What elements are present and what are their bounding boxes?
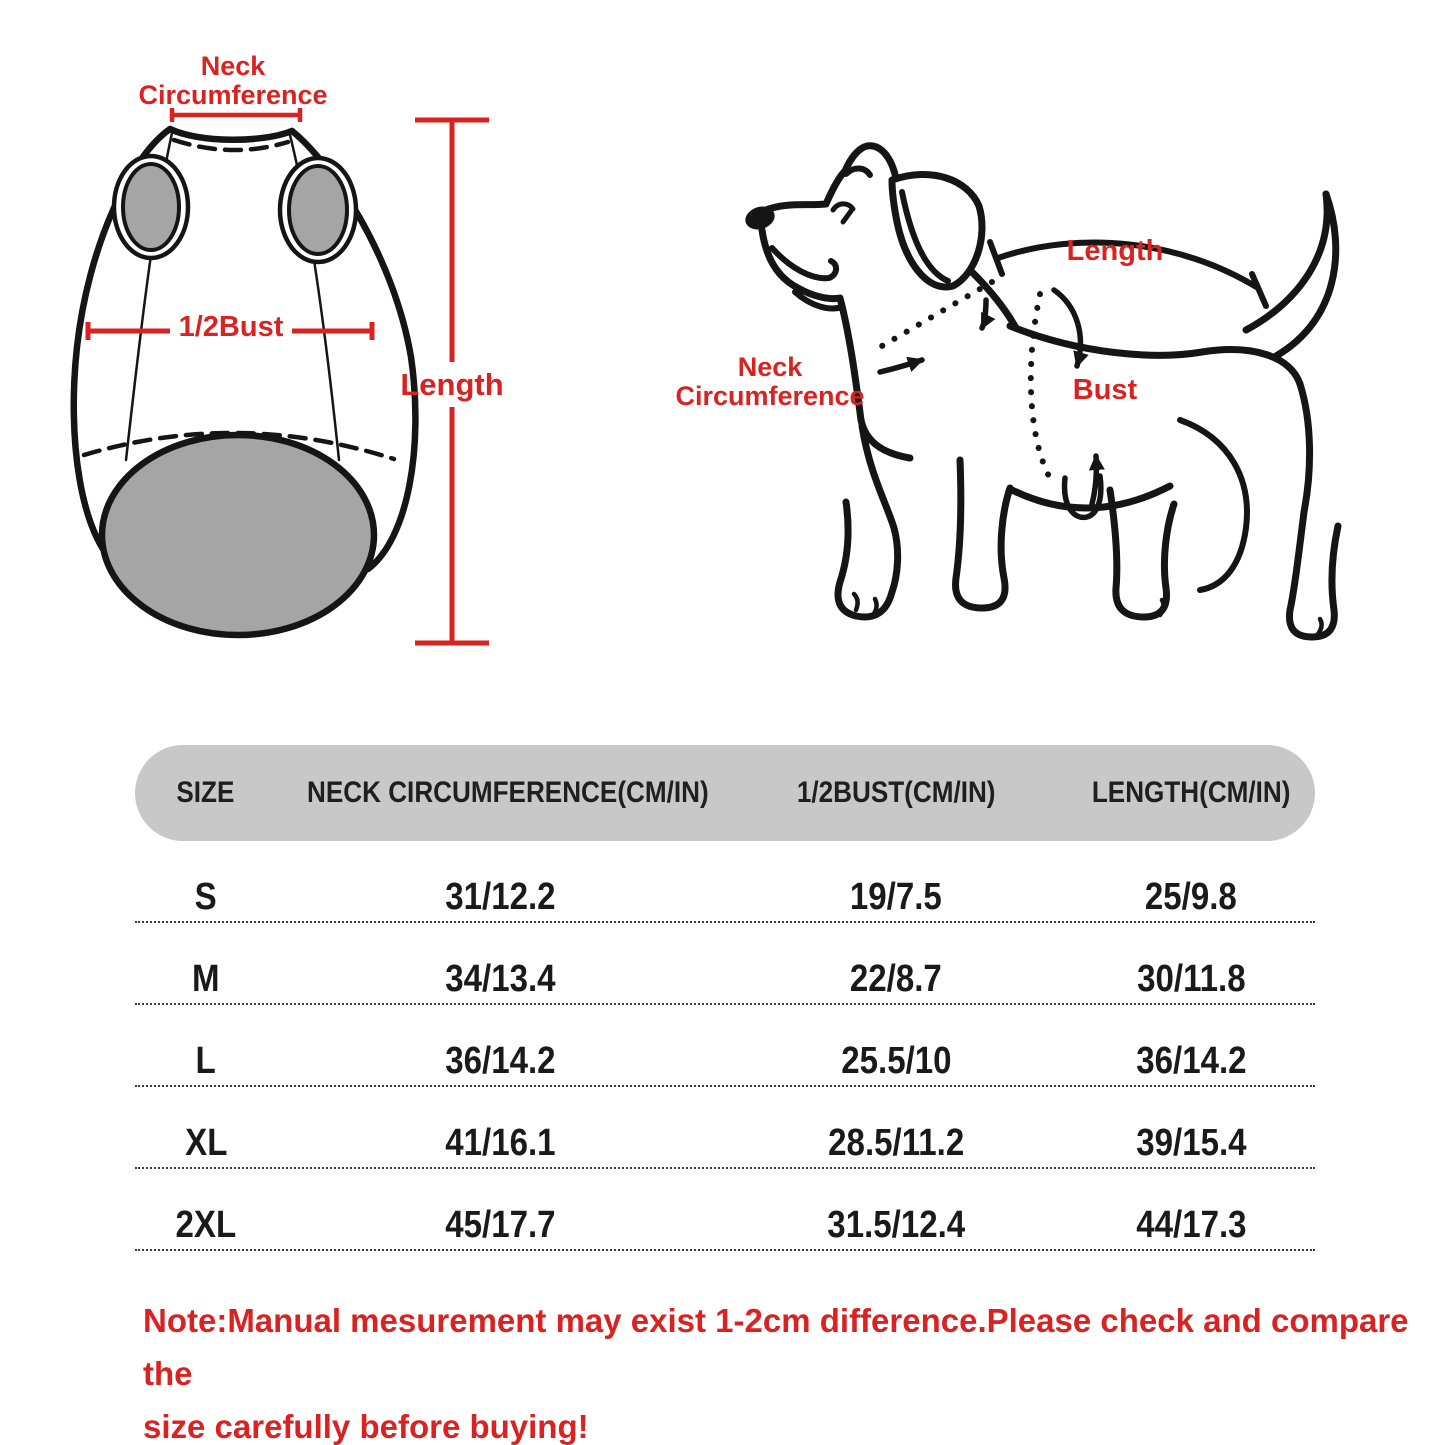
vest-drawing <box>70 125 419 639</box>
size-table: SIZE NECK CIRCUMFERENCE(CM/IN) 1/2BUST(C… <box>135 745 1315 1251</box>
table-row-xl: XL 41/16.1 28.5/11.2 39/15.4 <box>135 1087 1315 1169</box>
vest-neck-dashed-line <box>171 137 291 153</box>
cell-size: M <box>192 958 220 1000</box>
dog-eyebrow <box>843 165 873 178</box>
cell-length: 44/17.3 <box>1135 1204 1247 1246</box>
note-line2: size carefully before buying! <box>143 1408 589 1445</box>
vest-half-bust-label: 1/2Bust <box>178 311 284 343</box>
cell-half-bust: 25.5/10 <box>840 1040 952 1082</box>
vest-length-label: Length <box>400 367 504 402</box>
cell-half-bust: 28.5/11.2 <box>828 1122 965 1164</box>
armhole-right <box>287 164 349 256</box>
cell-neck: 36/14.2 <box>445 1040 556 1082</box>
neck-measure-marks <box>877 279 996 375</box>
cell-neck: 34/13.4 <box>445 958 556 1000</box>
dog-tail <box>1242 190 1340 360</box>
cell-neck: 41/16.1 <box>445 1122 556 1164</box>
vest-neck-label: Neck Circumference <box>118 51 348 111</box>
table-row-l: L 36/14.2 25.5/10 36/14.2 <box>135 1005 1315 1087</box>
vest-neck-label-line1: Neck <box>200 51 266 81</box>
vest-outline-top <box>166 125 296 143</box>
note-line1: Note:Manual mesurement may exist 1-2cm d… <box>143 1302 1409 1392</box>
bust-measure-marks <box>1027 287 1105 521</box>
note-text: Note:Manual mesurement may exist 1-2cm d… <box>143 1294 1433 1445</box>
dog-eye <box>830 201 856 225</box>
size-table-header: SIZE NECK CIRCUMFERENCE(CM/IN) 1/2BUST(C… <box>135 745 1315 841</box>
table-row-m: M 34/13.4 22/8.7 30/11.8 <box>135 923 1315 1005</box>
cell-neck: 31/12.2 <box>445 876 556 918</box>
header-cell-size: SIZE <box>176 776 235 809</box>
cell-length: 39/15.4 <box>1135 1122 1247 1164</box>
header-cell-half-bust: 1/2BUST(CM/IN) <box>796 776 996 809</box>
cell-length: 30/11.8 <box>1136 958 1246 1000</box>
header-cell-neck: NECK CIRCUMFERENCE(CM/IN) <box>306 776 709 809</box>
cell-length: 36/14.2 <box>1135 1040 1247 1082</box>
dog-neck-label: Neck Circumference <box>655 352 885 412</box>
table-row-2xl: 2XL 45/17.7 31.5/12.4 44/17.3 <box>135 1169 1315 1251</box>
cell-length: 25/9.8 <box>1145 876 1238 918</box>
table-row-s: S 31/12.2 19/7.5 25/9.8 <box>135 841 1315 923</box>
armhole-left <box>121 162 181 252</box>
vest-hem-ellipse <box>98 431 378 639</box>
cell-half-bust: 19/7.5 <box>850 876 943 918</box>
cell-size: XL <box>184 1122 227 1164</box>
dog-nose <box>745 206 775 230</box>
dog-mouth <box>769 245 839 282</box>
cell-size: 2XL <box>175 1204 237 1246</box>
vest-neck-label-line2: Circumference <box>138 80 328 111</box>
cell-half-bust: 22/8.7 <box>850 958 943 1000</box>
dog-length-label: Length <box>1066 235 1164 267</box>
cell-size: S <box>194 876 217 918</box>
header-cell-length: LENGTH(CM/IN) <box>1091 776 1291 809</box>
dog-body <box>834 322 1342 641</box>
cell-neck: 45/17.7 <box>445 1204 556 1246</box>
cell-size: L <box>195 1040 216 1082</box>
dog-head <box>745 142 1020 462</box>
dog-neck-label-line1: Neck <box>737 352 803 382</box>
dog-bust-label: Bust <box>1072 374 1138 406</box>
dog-neck-label-line2: Circumference <box>675 381 865 412</box>
dog-drawing <box>745 142 1342 641</box>
cell-half-bust: 31.5/12.4 <box>827 1204 966 1246</box>
dog-ear <box>888 170 986 291</box>
length-measure-marks <box>987 239 1269 309</box>
